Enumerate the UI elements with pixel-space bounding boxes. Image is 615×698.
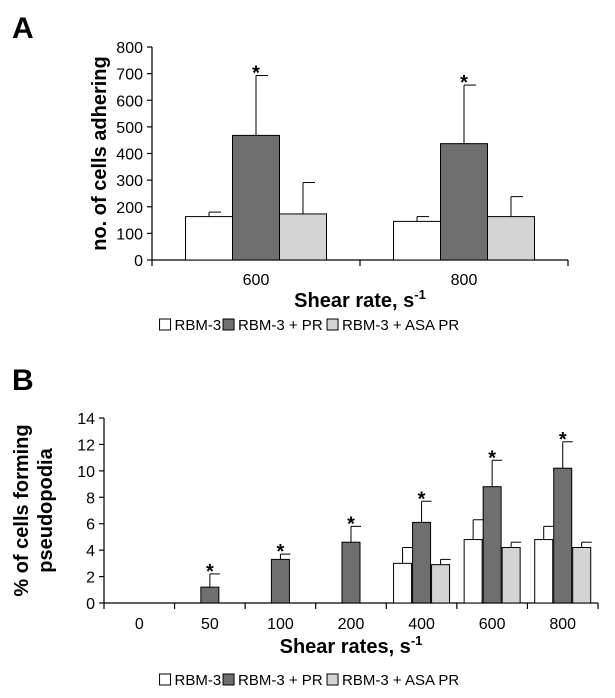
- chart1-x-tick-label: 600: [479, 616, 506, 633]
- chart0-x-axis-title-superscript: -1: [414, 287, 426, 302]
- chart0-y-tick-label: 300: [116, 173, 143, 190]
- chart1-bar: [501, 547, 521, 604]
- chart1-bar: [572, 547, 592, 604]
- chart1-y-axis-title-line: pseudopodia: [35, 447, 57, 572]
- chart1-bar: [341, 541, 361, 604]
- chart1-y-tick-label: 6: [86, 517, 95, 534]
- chart1-x-axis-title: Shear rates, s-1: [280, 633, 423, 658]
- chart0-bar: [185, 216, 233, 261]
- chart0-significance-mark: *: [460, 72, 468, 94]
- chart1-significance-mark: *: [418, 488, 426, 510]
- chart0-bar: [393, 220, 441, 261]
- chart0-legend-swatch: [222, 318, 235, 331]
- chart0-panel-letter: A: [12, 12, 34, 45]
- chart1-bar: [463, 539, 483, 604]
- chart0-significance-mark: *: [252, 62, 260, 84]
- chart1-significance-mark: *: [277, 541, 285, 563]
- chart0-legend-swatch: [159, 318, 172, 331]
- chart1-legend-label: RBM-3 + ASA PR: [342, 672, 459, 689]
- chart0-y-axis-title: no. of cells adhering: [89, 56, 111, 250]
- chart0-x-axis-title: Shear rate, s-1: [294, 287, 426, 312]
- chart0-legend-label: RBM-3: [175, 317, 222, 334]
- chart1-panel-letter: B: [12, 364, 34, 397]
- chart0-bar: [232, 134, 280, 261]
- chart1-y-axis-title-line: % of cells forming: [11, 424, 33, 596]
- chart1-y-tick-label: 4: [86, 543, 95, 560]
- chart0-legend-swatch: [326, 318, 339, 331]
- chart0-bar: [440, 143, 488, 261]
- chart1-legend-swatch: [159, 673, 172, 686]
- chart1-x-tick-label: 200: [338, 616, 365, 633]
- chart1-bar: [553, 467, 573, 604]
- chart0-legend-label: RBM-3 + PR: [238, 317, 323, 334]
- chart1-y-tick-label: 10: [77, 464, 95, 481]
- chart1-bar: [393, 562, 413, 604]
- chart1-significance-mark: *: [559, 429, 567, 451]
- chart0-y-tick-label: 200: [116, 200, 143, 217]
- chart1-x-tick-label: 0: [135, 616, 144, 633]
- chart1-x-tick-label: 100: [267, 616, 294, 633]
- chart1-legend-label: RBM-3: [175, 672, 222, 689]
- chart1-y-tick-label: 0: [86, 596, 95, 613]
- chart0-x-tick-label: 800: [451, 272, 478, 289]
- chart0-y-tick-label: 100: [116, 226, 143, 243]
- chart1-legend-swatch: [222, 673, 235, 686]
- chart0-y-tick-label: 600: [116, 93, 143, 110]
- chart0-y-tick-label: 500: [116, 120, 143, 137]
- chart0-y-tick-label: 800: [116, 40, 143, 57]
- chart1-bar: [431, 564, 451, 604]
- chart0-bar: [487, 216, 535, 261]
- chart1-x-axis-title-superscript: -1: [411, 633, 423, 648]
- chart0-y-tick-label: 400: [116, 147, 143, 164]
- chart1-y-tick-label: 2: [86, 570, 95, 587]
- chart0-bar: [279, 213, 327, 261]
- chart1-legend-label: RBM-3 + PR: [238, 672, 323, 689]
- chart0-legend-label: RBM-3 + ASA PR: [342, 317, 459, 334]
- chart1-significance-mark: *: [206, 561, 214, 583]
- chart0-y-tick-label: 700: [116, 67, 143, 84]
- chart1-significance-mark: *: [347, 513, 355, 535]
- chart1-legend-swatch: [326, 673, 339, 686]
- chart1-bar: [200, 586, 220, 604]
- chart1-y-tick-label: 12: [77, 437, 95, 454]
- chart1-significance-mark: *: [488, 447, 496, 469]
- chart1-x-tick-label: 800: [549, 616, 576, 633]
- chart1-bar: [412, 521, 432, 604]
- chart0-y-tick-label: 0: [134, 253, 143, 270]
- chart1-x-tick-label: 400: [408, 616, 435, 633]
- chart1-y-axis-title: % of cells forming pseudopodia: [11, 424, 57, 596]
- chart1-x-tick-label: 50: [201, 616, 219, 633]
- chart1-bar: [270, 558, 290, 604]
- chart0-x-tick-label: 600: [243, 272, 270, 289]
- chart1-bar: [482, 486, 502, 604]
- chart1-y-tick-label: 14: [77, 411, 95, 428]
- chart1-bar: [534, 539, 554, 604]
- chart1-y-tick-label: 8: [86, 490, 95, 507]
